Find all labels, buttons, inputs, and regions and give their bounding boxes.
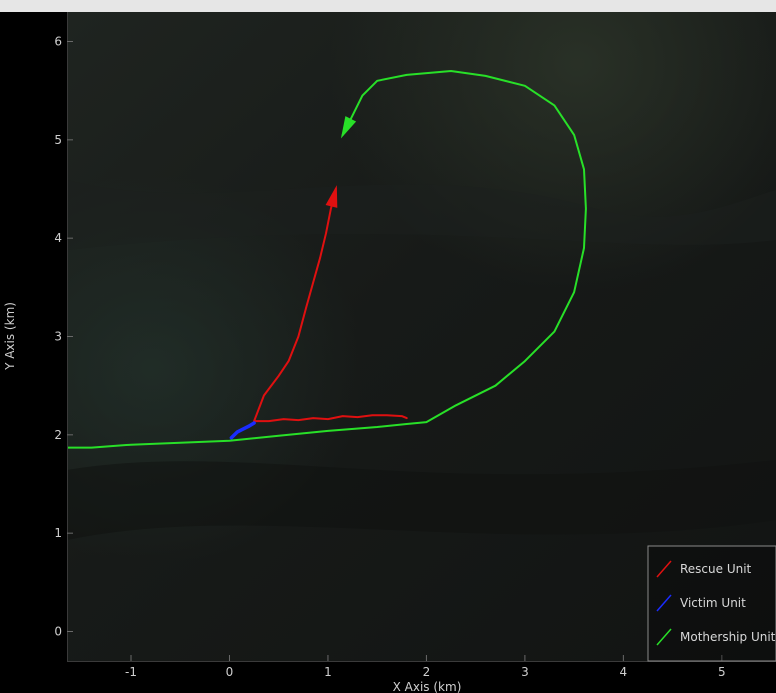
y-tick-label: 0 [54,625,62,639]
legend-label-rescue-unit: Rescue Unit [680,562,752,576]
legend-label-mothership-unit: Mothership Unit [680,630,776,644]
legend-swatch-victim-unit [656,594,672,612]
rescue-unit-track [253,188,408,423]
figure-top-strip [0,0,776,12]
tracks-layer [67,70,587,449]
x-tick-label: 2 [423,665,431,679]
terrain-ridge [67,460,776,540]
legend-swatch-rescue-unit [656,560,672,578]
victim-unit-track [229,421,256,440]
x-tick-label: 1 [324,665,332,679]
plot-area [67,12,776,661]
y-tick-label: 4 [54,231,62,245]
mothership-unit-track [67,70,587,449]
terrain-highlight-left [67,12,776,661]
x-tick-label: 4 [620,665,628,679]
y-tick-label: 3 [54,330,62,344]
y-tick-label: 6 [54,35,62,49]
rescue-unit-arrowhead [325,185,338,208]
y-tick-label: 5 [54,133,62,147]
y-tick-label: 1 [54,526,62,540]
legend-swatch-mothership-unit [656,628,672,646]
x-tick-label: 3 [521,665,529,679]
y-tick-label: 2 [54,428,62,442]
legend-label-victim-unit: Victim Unit [680,596,746,610]
x-tick-label: 0 [226,665,234,679]
x-axis-ticks: -1 0 1 2 3 4 5 [125,655,726,679]
legend-box [647,545,776,662]
y-axis-ticks: 0 1 2 3 4 5 6 [54,35,73,639]
x-tick-label: 5 [718,665,726,679]
x-axis-label: X Axis (km) [393,680,462,693]
mothership-unit-arrowhead [340,116,357,139]
terrain-ridge [67,180,776,250]
y-axis-label: Y Axis (km) [3,302,17,371]
legend: Rescue Unit Victim Unit Mothership Unit [647,545,776,662]
x-tick-label: -1 [125,665,137,679]
